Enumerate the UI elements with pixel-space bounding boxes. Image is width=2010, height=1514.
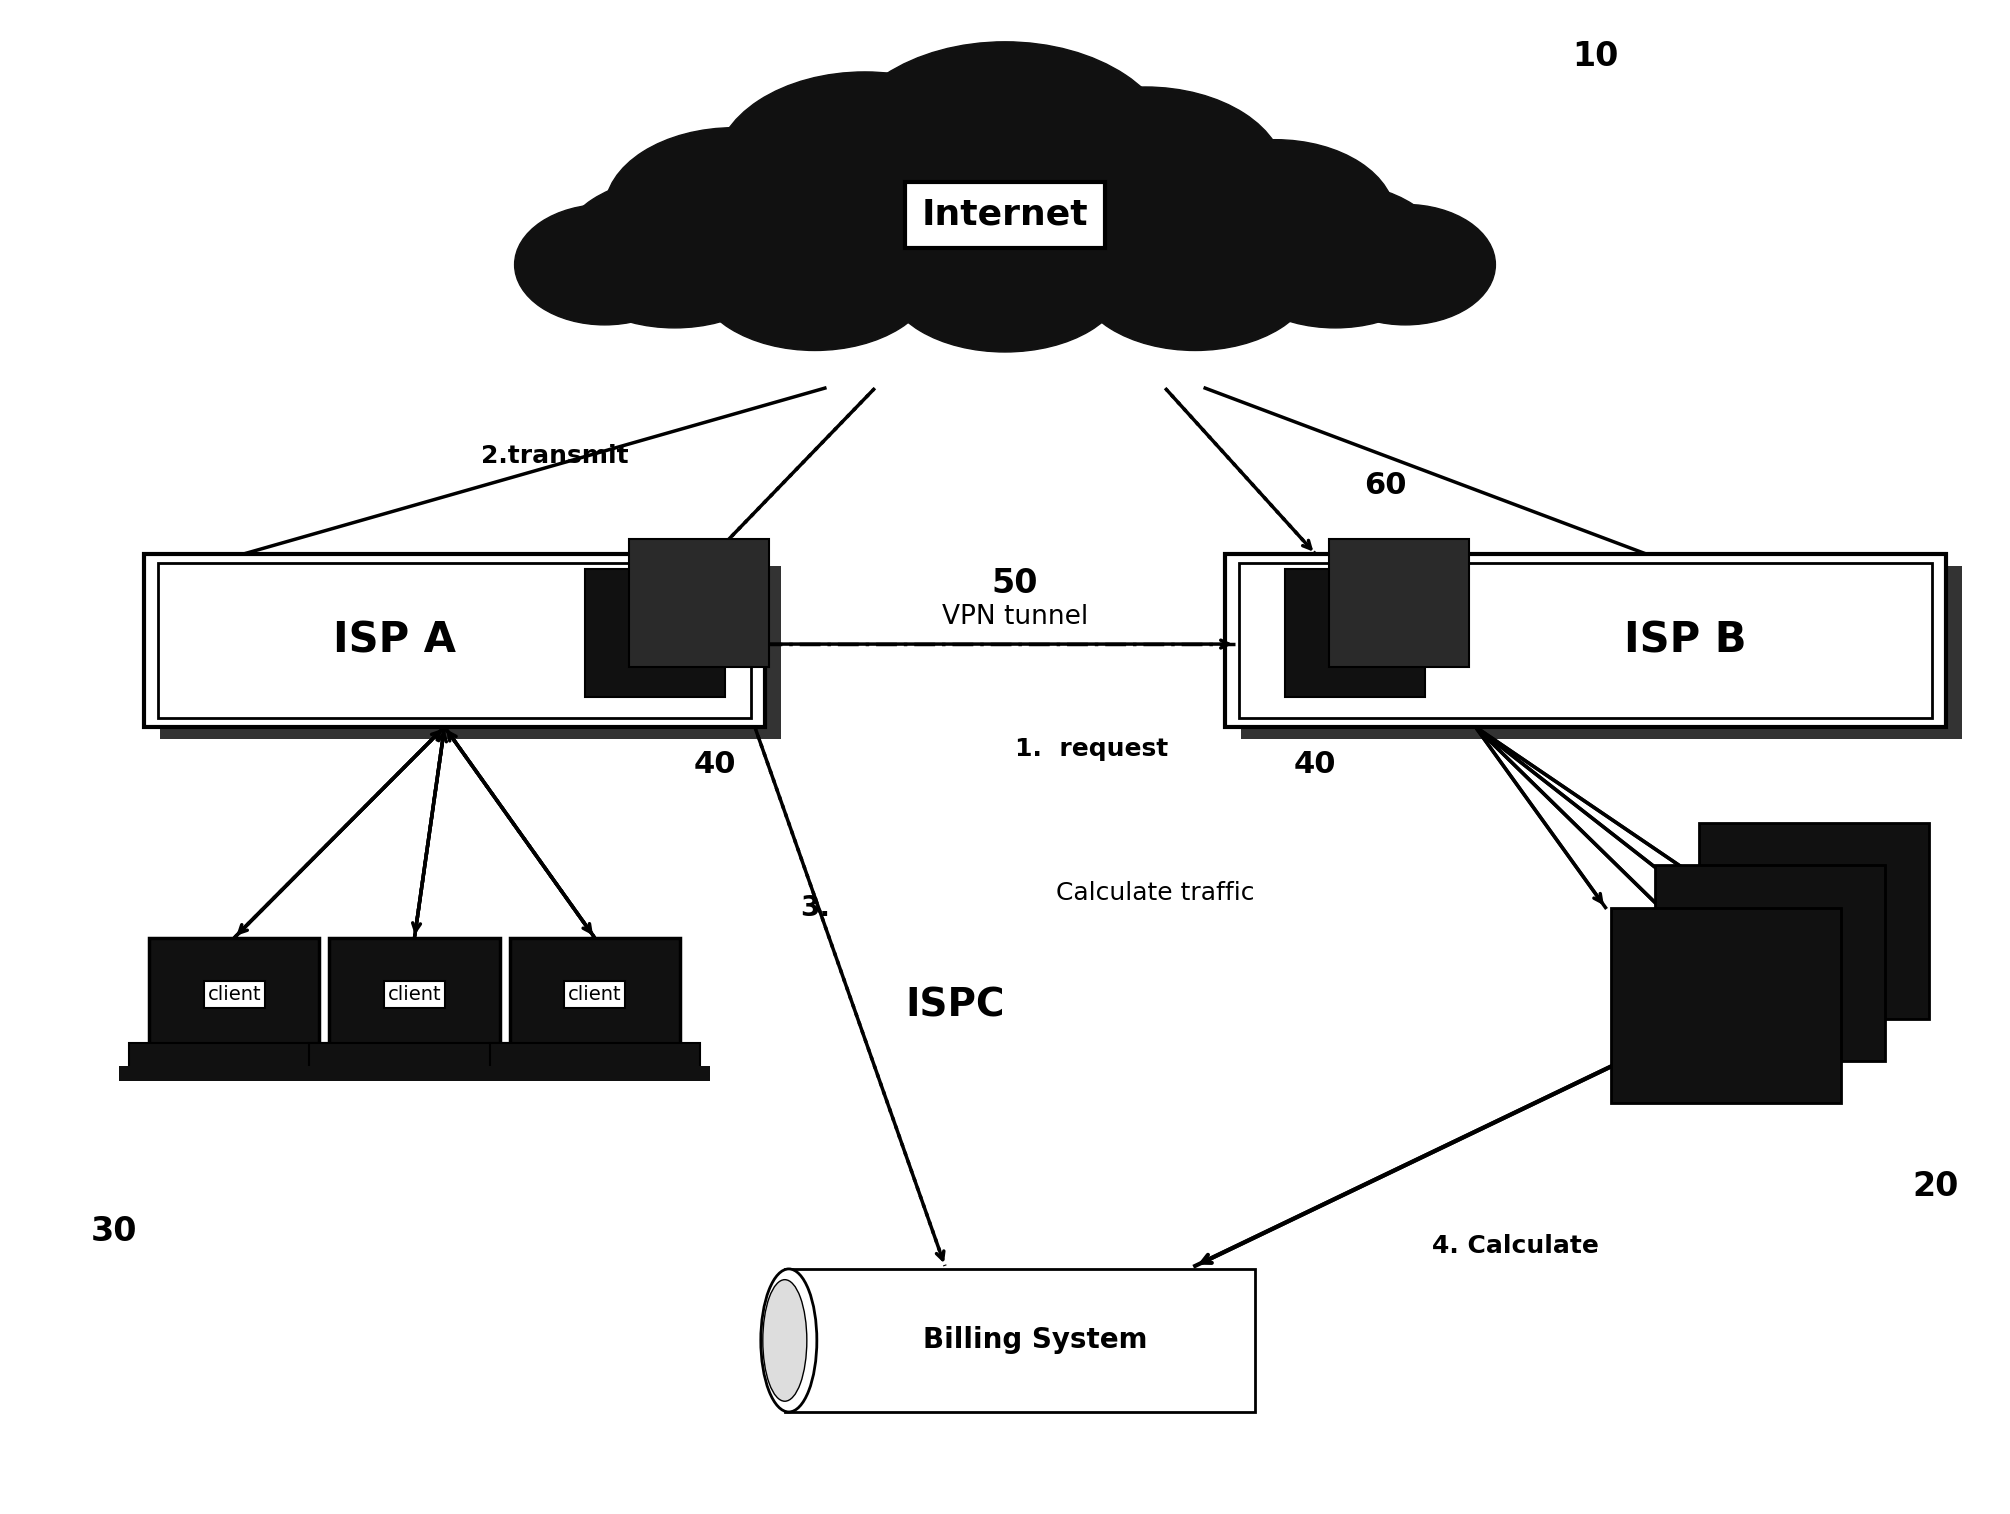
Ellipse shape (559, 177, 790, 329)
Ellipse shape (515, 204, 695, 326)
Text: ISPC: ISPC (904, 987, 1005, 1025)
Text: 10: 10 (1572, 41, 1618, 73)
Ellipse shape (1156, 139, 1395, 297)
FancyBboxPatch shape (1329, 539, 1469, 666)
Text: ISP A: ISP A (334, 619, 456, 662)
Text: 4. Calculate: 4. Calculate (1431, 1234, 1598, 1258)
FancyBboxPatch shape (129, 1043, 340, 1070)
Text: 2.transmit: 2.transmit (480, 444, 629, 468)
FancyBboxPatch shape (480, 1066, 710, 1081)
Ellipse shape (834, 42, 1176, 268)
Ellipse shape (884, 207, 1126, 351)
Text: 40: 40 (1294, 749, 1337, 780)
Text: 40: 40 (693, 749, 736, 780)
Ellipse shape (1226, 183, 1445, 329)
Text: ISP B: ISP B (1624, 619, 1747, 662)
Text: 60: 60 (1365, 471, 1407, 501)
FancyBboxPatch shape (585, 569, 726, 696)
Text: 30: 30 (90, 1214, 137, 1248)
Ellipse shape (935, 120, 1236, 310)
Text: VPN tunnel: VPN tunnel (943, 604, 1087, 630)
Text: Billing System: Billing System (923, 1326, 1148, 1355)
Text: client: client (569, 984, 621, 1004)
Ellipse shape (605, 127, 864, 294)
Ellipse shape (695, 200, 935, 350)
FancyBboxPatch shape (1226, 554, 1946, 727)
Ellipse shape (762, 1269, 816, 1413)
FancyBboxPatch shape (490, 1043, 699, 1070)
Text: Calculate traffic: Calculate traffic (1055, 881, 1254, 904)
FancyBboxPatch shape (1610, 907, 1841, 1104)
Text: 3.: 3. (800, 893, 830, 922)
Ellipse shape (774, 109, 1075, 306)
Ellipse shape (716, 73, 1015, 268)
Ellipse shape (764, 1279, 806, 1402)
FancyBboxPatch shape (145, 554, 764, 727)
FancyBboxPatch shape (310, 1043, 521, 1070)
Ellipse shape (1005, 86, 1284, 268)
Text: 1.  request: 1. request (1015, 737, 1168, 762)
FancyBboxPatch shape (1242, 566, 1962, 739)
Text: 50: 50 (991, 568, 1039, 601)
FancyBboxPatch shape (1654, 866, 1885, 1061)
FancyBboxPatch shape (299, 1066, 529, 1081)
FancyBboxPatch shape (629, 539, 768, 666)
FancyBboxPatch shape (511, 937, 679, 1051)
FancyBboxPatch shape (784, 1269, 1254, 1413)
Ellipse shape (1315, 204, 1495, 326)
Text: client: client (207, 984, 261, 1004)
Text: Internet: Internet (923, 198, 1087, 232)
FancyBboxPatch shape (161, 566, 780, 739)
Ellipse shape (1075, 200, 1315, 350)
Text: 20: 20 (1914, 1170, 1960, 1202)
FancyBboxPatch shape (1698, 824, 1930, 1019)
FancyBboxPatch shape (149, 937, 320, 1051)
FancyBboxPatch shape (1284, 569, 1425, 696)
Text: client: client (388, 984, 442, 1004)
FancyBboxPatch shape (119, 1066, 350, 1081)
FancyBboxPatch shape (330, 937, 500, 1051)
